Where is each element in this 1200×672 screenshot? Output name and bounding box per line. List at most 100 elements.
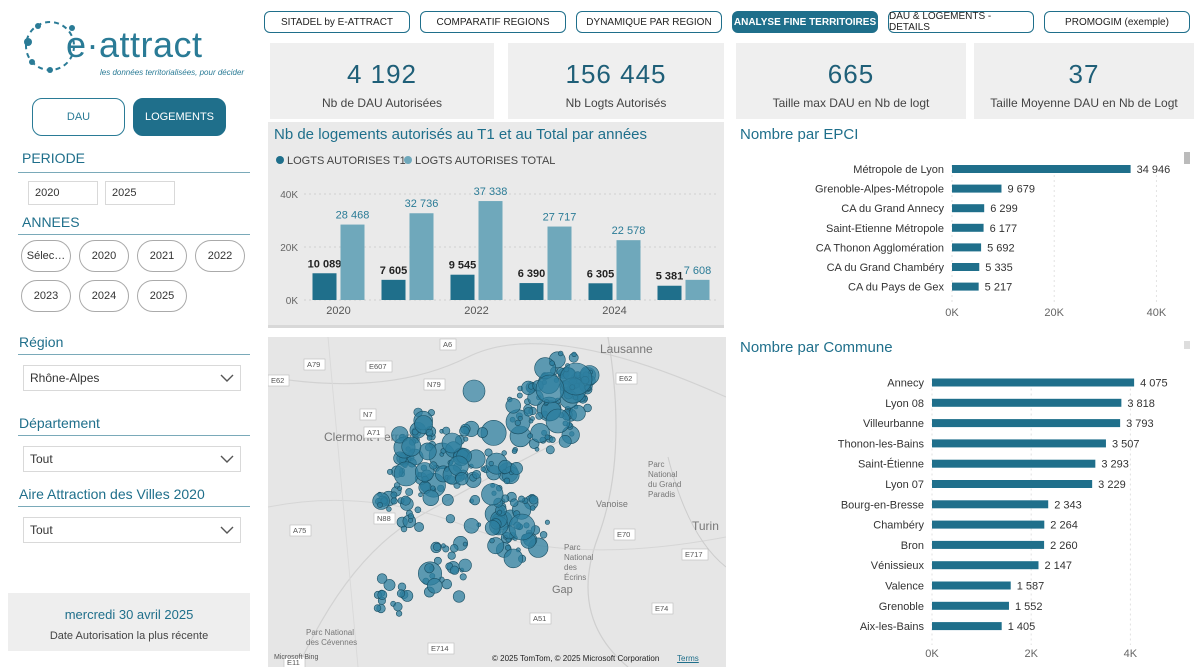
commune-bubble[interactable] bbox=[488, 460, 494, 467]
commune-bubble[interactable] bbox=[390, 497, 398, 505]
commune-bubble[interactable] bbox=[445, 514, 455, 524]
commune-bubble[interactable] bbox=[477, 427, 488, 438]
bar[interactable] bbox=[952, 165, 1131, 173]
commune-bubble[interactable] bbox=[400, 525, 408, 533]
bar[interactable] bbox=[952, 223, 984, 232]
commune-bubble[interactable] bbox=[529, 505, 536, 511]
commune-bubble[interactable] bbox=[372, 492, 390, 510]
commune-bubble[interactable] bbox=[459, 426, 470, 437]
bar-t1[interactable] bbox=[312, 273, 337, 300]
departement-select[interactable]: Tout bbox=[23, 446, 241, 472]
commune-bubble[interactable] bbox=[558, 435, 572, 448]
periode-end-input[interactable]: 2025 bbox=[105, 181, 175, 205]
commune-bubble[interactable] bbox=[516, 392, 523, 399]
commune-bubble[interactable] bbox=[390, 491, 398, 499]
communes-bubble-map[interactable]: LausanneClermont-FerrandTurinParcNationa… bbox=[268, 337, 726, 667]
commune-bubble[interactable] bbox=[447, 551, 456, 560]
bar-total[interactable] bbox=[409, 213, 434, 300]
bar[interactable] bbox=[932, 378, 1135, 387]
commune-bubble[interactable] bbox=[484, 520, 501, 536]
region-select[interactable]: Rhône-Alpes bbox=[23, 365, 241, 391]
commune-bubble[interactable] bbox=[433, 556, 442, 565]
commune-bubble[interactable] bbox=[448, 455, 469, 477]
year-pill-2023[interactable]: 2023 bbox=[21, 280, 71, 312]
bar-t1[interactable] bbox=[450, 274, 475, 300]
commune-bubble[interactable] bbox=[544, 519, 550, 525]
commune-bubble[interactable] bbox=[511, 448, 518, 454]
bar-total[interactable] bbox=[340, 224, 365, 300]
commune-bubble[interactable] bbox=[405, 488, 414, 496]
map-terms-link[interactable]: Terms bbox=[677, 654, 699, 663]
commune-bubble[interactable] bbox=[529, 495, 539, 505]
commune-bubble[interactable] bbox=[510, 498, 519, 507]
commune-bubble[interactable] bbox=[387, 468, 394, 475]
commune-bubble[interactable] bbox=[373, 604, 382, 612]
commune-bubble[interactable] bbox=[462, 541, 468, 547]
commune-bubble[interactable] bbox=[498, 459, 513, 474]
commune-bubble[interactable] bbox=[414, 415, 433, 434]
commune-bubble[interactable] bbox=[377, 502, 383, 508]
commune-bubble[interactable] bbox=[545, 408, 571, 434]
commune-bubble[interactable] bbox=[440, 543, 446, 549]
commune-bubble[interactable] bbox=[528, 418, 534, 424]
commune-scrollbar[interactable] bbox=[1184, 341, 1190, 349]
commune-bubble[interactable] bbox=[414, 506, 422, 514]
commune-bubble[interactable] bbox=[510, 461, 523, 475]
bar[interactable] bbox=[932, 500, 1049, 509]
bar[interactable] bbox=[932, 540, 1045, 549]
commune-bubble[interactable] bbox=[414, 522, 424, 532]
commune-bubble[interactable] bbox=[504, 544, 511, 551]
commune-bubble[interactable] bbox=[397, 486, 403, 491]
tab-promogim[interactable]: PROMOGIM (exemple) bbox=[1044, 11, 1190, 33]
commune-bubble[interactable] bbox=[422, 489, 440, 507]
bar[interactable] bbox=[932, 419, 1121, 428]
year-pill-2025[interactable]: 2025 bbox=[137, 280, 187, 312]
commune-bubble[interactable] bbox=[534, 447, 540, 452]
tab-dynamique-par-region[interactable]: DYNAMIQUE PAR REGION bbox=[576, 11, 722, 33]
epci-scrollbar[interactable] bbox=[1184, 152, 1190, 164]
commune-bubble[interactable] bbox=[505, 398, 521, 414]
bar[interactable] bbox=[952, 204, 985, 213]
commune-bubble[interactable] bbox=[472, 469, 481, 479]
commune-bubble[interactable] bbox=[441, 432, 463, 454]
commune-bubble[interactable] bbox=[377, 590, 388, 600]
commune-bubble[interactable] bbox=[458, 558, 472, 572]
commune-bubble[interactable] bbox=[450, 544, 459, 553]
bar[interactable] bbox=[932, 480, 1093, 488]
commune-bubble[interactable] bbox=[450, 565, 460, 575]
commune-bubble[interactable] bbox=[391, 426, 409, 444]
bar[interactable] bbox=[932, 561, 1039, 570]
year-pill-2020[interactable]: 2020 bbox=[79, 240, 129, 272]
commune-bubble[interactable] bbox=[469, 495, 481, 506]
commune-bubble[interactable] bbox=[503, 548, 524, 569]
commune-bubble[interactable] bbox=[441, 493, 454, 506]
bar[interactable] bbox=[932, 439, 1106, 448]
map-canvas[interactable]: LausanneClermont-FerrandTurinParcNationa… bbox=[268, 337, 726, 667]
bar[interactable] bbox=[932, 398, 1122, 407]
bar[interactable] bbox=[952, 243, 982, 252]
commune-bubble[interactable] bbox=[569, 404, 586, 422]
commune-bubble[interactable] bbox=[455, 472, 469, 486]
commune-bubble[interactable] bbox=[386, 506, 392, 512]
year-pill-2022[interactable]: 2022 bbox=[195, 240, 245, 272]
commune-bubble[interactable] bbox=[396, 589, 406, 598]
commune-bubble[interactable] bbox=[549, 360, 555, 367]
commune-bubble[interactable] bbox=[571, 351, 577, 357]
commune-bubble[interactable] bbox=[484, 448, 493, 457]
bar-total[interactable] bbox=[547, 226, 572, 300]
bar-t1[interactable] bbox=[381, 279, 406, 300]
bar[interactable] bbox=[932, 520, 1045, 529]
commune-bubble[interactable] bbox=[559, 362, 593, 396]
bar[interactable] bbox=[932, 622, 1002, 631]
tab-sitadel[interactable]: SITADEL by E-ATTRACT bbox=[264, 11, 410, 33]
commune-bubble[interactable] bbox=[508, 513, 536, 541]
bar[interactable] bbox=[932, 459, 1096, 468]
commune-bubble[interactable] bbox=[489, 537, 495, 544]
aire-select[interactable]: Tout bbox=[23, 517, 241, 543]
commune-bubble[interactable] bbox=[503, 477, 511, 485]
commune-bubble[interactable] bbox=[459, 573, 467, 581]
commune-bubble[interactable] bbox=[452, 590, 466, 603]
commune-bubble[interactable] bbox=[419, 442, 437, 461]
commune-bubble[interactable] bbox=[429, 461, 438, 470]
commune-bubble[interactable] bbox=[527, 433, 533, 439]
